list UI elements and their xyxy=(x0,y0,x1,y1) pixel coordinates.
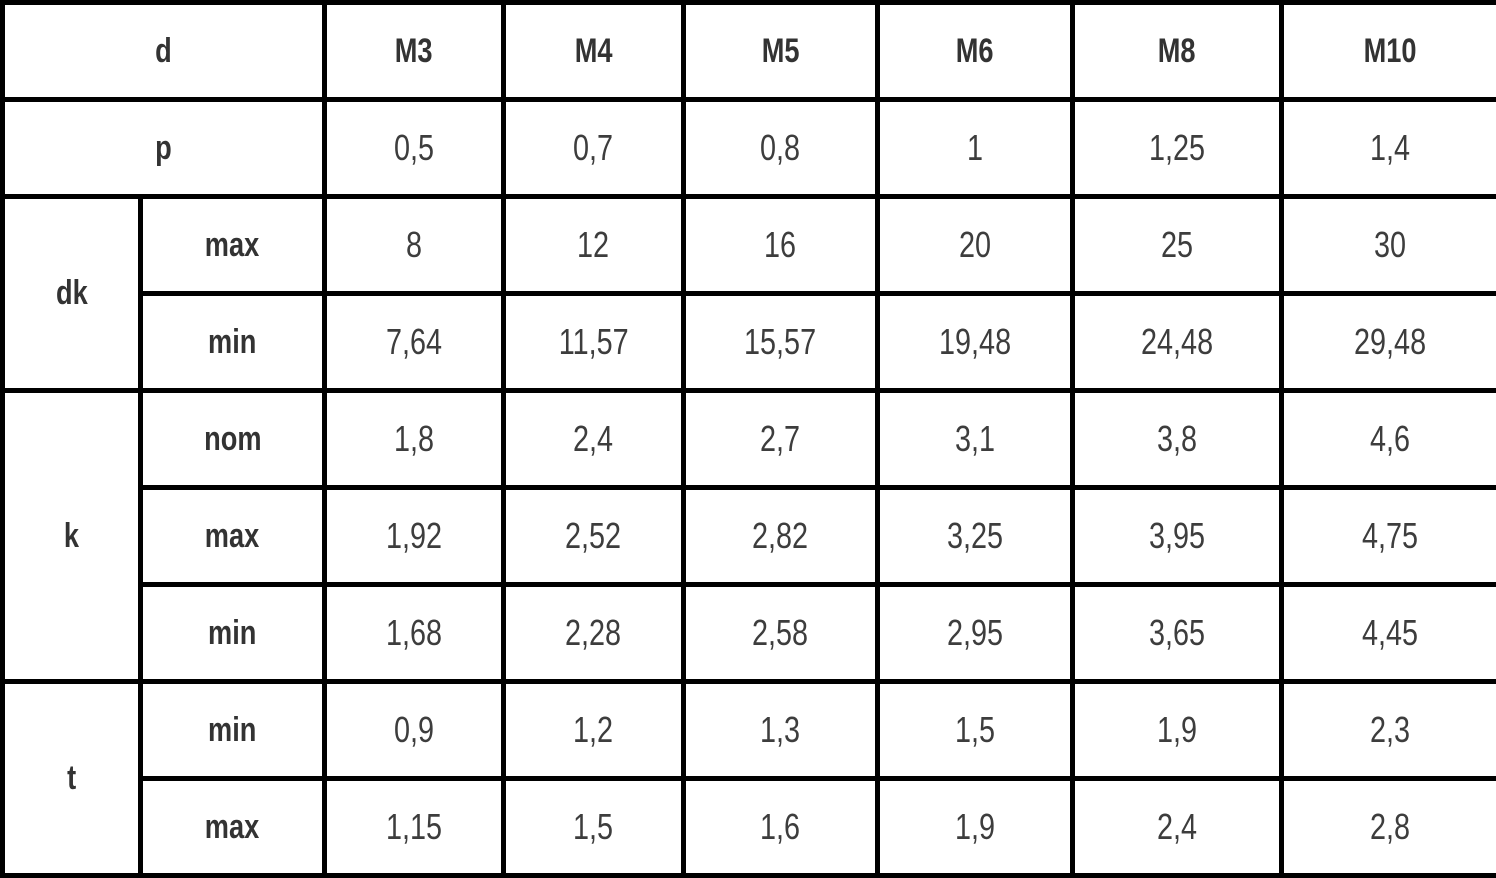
table-row-t-min: t min 0,9 1,2 1,3 1,5 1,9 2,3 xyxy=(3,682,1496,779)
value-cell: 1,5 xyxy=(504,779,684,876)
col-header-m5: M5 xyxy=(684,3,878,100)
col-header-m4: M4 xyxy=(504,3,684,100)
value-cell: 3,65 xyxy=(1073,585,1282,682)
value-cell: 25 xyxy=(1073,197,1282,294)
sub-label: min xyxy=(141,294,325,391)
value-cell: 1,68 xyxy=(325,585,504,682)
value-cell: 3,8 xyxy=(1073,391,1282,488)
row-label-d: d xyxy=(3,3,325,100)
table-row-p: p 0,5 0,7 0,8 1 1,25 1,4 xyxy=(3,100,1496,197)
value-cell: 7,64 xyxy=(325,294,504,391)
col-header-m3: M3 xyxy=(325,3,504,100)
value-cell: 0,9 xyxy=(325,682,504,779)
value-cell: 2,4 xyxy=(1073,779,1282,876)
value-cell: 1,2 xyxy=(504,682,684,779)
value-cell: 15,57 xyxy=(684,294,878,391)
value-cell: 8 xyxy=(325,197,504,294)
value-cell: 2,7 xyxy=(684,391,878,488)
value-cell: 19,48 xyxy=(878,294,1073,391)
sub-label: max xyxy=(141,197,325,294)
value-cell: 2,8 xyxy=(1282,779,1496,876)
value-cell: 29,48 xyxy=(1282,294,1496,391)
value-cell: 1,8 xyxy=(325,391,504,488)
value-cell: 1,4 xyxy=(1282,100,1496,197)
value-cell: 24,48 xyxy=(1073,294,1282,391)
value-cell: 4,75 xyxy=(1282,488,1496,585)
sub-label: max xyxy=(141,779,325,876)
row-label-t: t xyxy=(3,682,141,876)
table-row-dk-max: dk max 8 12 16 20 25 30 xyxy=(3,197,1496,294)
value-cell: 1 xyxy=(878,100,1073,197)
value-cell: 16 xyxy=(684,197,878,294)
col-header-m10: M10 xyxy=(1282,3,1496,100)
value-cell: 0,8 xyxy=(684,100,878,197)
sub-label: nom xyxy=(141,391,325,488)
value-cell: 2,82 xyxy=(684,488,878,585)
table-row-k-min: min 1,68 2,28 2,58 2,95 3,65 4,45 xyxy=(3,585,1496,682)
value-cell: 1,3 xyxy=(684,682,878,779)
value-cell: 2,28 xyxy=(504,585,684,682)
value-cell: 3,1 xyxy=(878,391,1073,488)
value-cell: 0,5 xyxy=(325,100,504,197)
value-cell: 20 xyxy=(878,197,1073,294)
value-cell: 0,7 xyxy=(504,100,684,197)
table-row-k-max: max 1,92 2,52 2,82 3,25 3,95 4,75 xyxy=(3,488,1496,585)
value-cell: 1,15 xyxy=(325,779,504,876)
value-cell: 1,92 xyxy=(325,488,504,585)
table-row-d: d M3 M4 M5 M6 M8 M10 xyxy=(3,3,1496,100)
col-header-m8: M8 xyxy=(1073,3,1282,100)
row-label-p: p xyxy=(3,100,325,197)
table-row-k-nom: k nom 1,8 2,4 2,7 3,1 3,8 4,6 xyxy=(3,391,1496,488)
row-label-k: k xyxy=(3,391,141,682)
value-cell: 30 xyxy=(1282,197,1496,294)
value-cell: 2,95 xyxy=(878,585,1073,682)
value-cell: 12 xyxy=(504,197,684,294)
value-cell: 2,58 xyxy=(684,585,878,682)
value-cell: 3,95 xyxy=(1073,488,1282,585)
table-row-dk-min: min 7,64 11,57 15,57 19,48 24,48 29,48 xyxy=(3,294,1496,391)
sub-label: max xyxy=(141,488,325,585)
value-cell: 4,45 xyxy=(1282,585,1496,682)
table-row-t-max: max 1,15 1,5 1,6 1,9 2,4 2,8 xyxy=(3,779,1496,876)
value-cell: 1,25 xyxy=(1073,100,1282,197)
value-cell: 2,3 xyxy=(1282,682,1496,779)
value-cell: 3,25 xyxy=(878,488,1073,585)
value-cell: 11,57 xyxy=(504,294,684,391)
value-cell: 2,52 xyxy=(504,488,684,585)
value-cell: 4,6 xyxy=(1282,391,1496,488)
value-cell: 1,5 xyxy=(878,682,1073,779)
sub-label: min xyxy=(141,682,325,779)
value-cell: 1,9 xyxy=(878,779,1073,876)
value-cell: 1,9 xyxy=(1073,682,1282,779)
sub-label: min xyxy=(141,585,325,682)
value-cell: 2,4 xyxy=(504,391,684,488)
value-cell: 1,6 xyxy=(684,779,878,876)
col-header-m6: M6 xyxy=(878,3,1073,100)
row-label-dk: dk xyxy=(3,197,141,391)
